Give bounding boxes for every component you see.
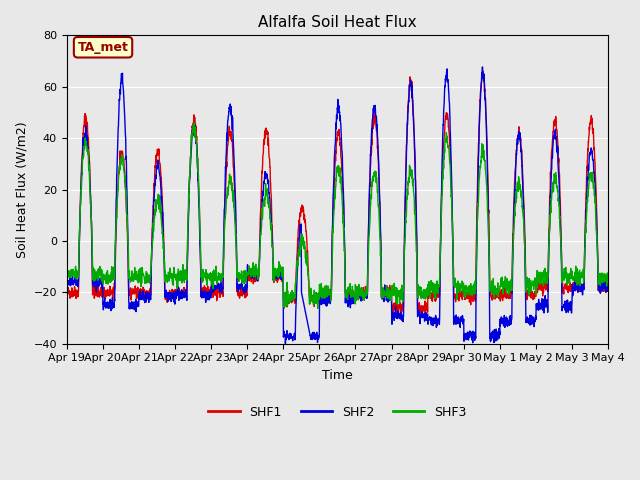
SHF3	[604, 273, 612, 279]
SHF1	[557, 216, 564, 221]
SHF1	[572, 286, 580, 291]
X-axis label: Time: Time	[322, 369, 353, 382]
Y-axis label: Soil Heat Flux (W/m2): Soil Heat Flux (W/m2)	[15, 121, 28, 258]
SHF1	[604, 288, 612, 293]
SHF3	[353, 288, 361, 294]
Text: TA_met: TA_met	[77, 41, 129, 54]
SHF2	[572, 286, 580, 291]
SHF3	[314, 306, 322, 312]
SHF2	[557, 233, 564, 239]
SHF1	[353, 284, 361, 289]
Line: SHF3: SHF3	[67, 123, 608, 309]
Line: SHF1: SHF1	[67, 71, 608, 316]
SHF3	[63, 270, 70, 276]
SHF2	[282, 341, 289, 347]
SHF2	[353, 294, 361, 300]
SHF1	[365, 218, 372, 224]
SHF3	[365, 233, 373, 239]
Legend: SHF1, SHF2, SHF3: SHF1, SHF2, SHF3	[204, 401, 472, 424]
SHF1	[495, 294, 503, 300]
SHF1	[63, 288, 70, 294]
SHF2	[479, 64, 486, 70]
SHF3	[495, 286, 503, 292]
SHF3	[572, 264, 580, 269]
Line: SHF2: SHF2	[67, 67, 608, 344]
SHF2	[604, 284, 612, 290]
SHF3	[557, 238, 564, 244]
SHF1	[479, 68, 487, 74]
SHF1	[417, 313, 425, 319]
SHF2	[214, 283, 221, 288]
SHF2	[495, 326, 503, 332]
Title: Alfalfa Soil Heat Flux: Alfalfa Soil Heat Flux	[258, 15, 417, 30]
SHF1	[214, 288, 221, 294]
SHF3	[214, 274, 222, 279]
SHF3	[190, 120, 198, 126]
SHF2	[365, 210, 372, 216]
SHF2	[63, 278, 70, 284]
